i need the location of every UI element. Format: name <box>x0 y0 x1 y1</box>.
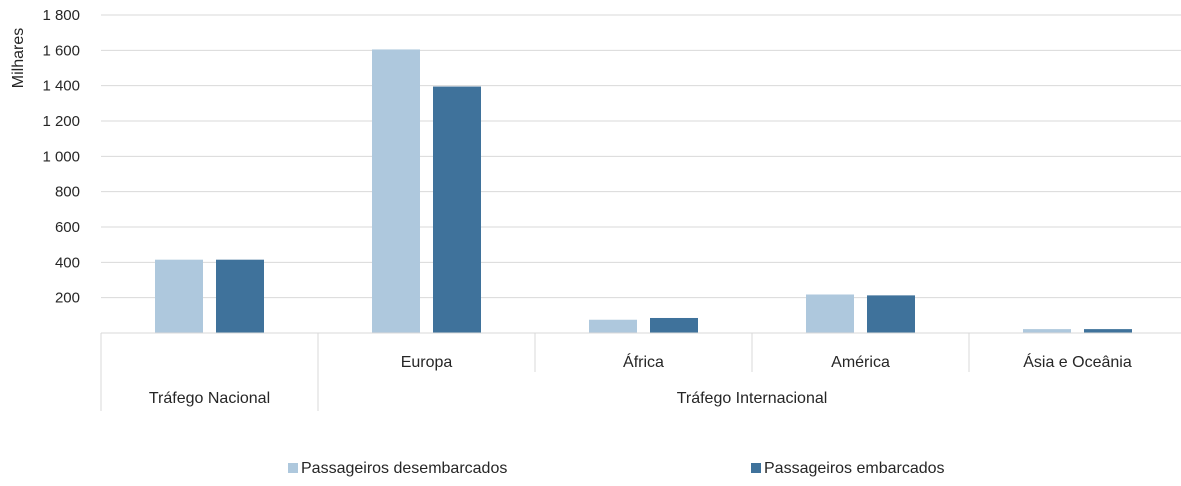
y-tick-label: 1 000 <box>42 148 80 165</box>
y-tick-label: 200 <box>55 290 80 307</box>
bar-embarcados <box>216 259 264 333</box>
x-category-label: Ásia e Oceânia <box>1023 352 1132 371</box>
x-group-label: Tráfego Nacional <box>149 390 270 407</box>
bar-desembarcados <box>1023 329 1071 333</box>
y-tick-label: 400 <box>55 254 80 271</box>
x-category-label: América <box>831 354 890 371</box>
y-tick-label: 600 <box>55 219 80 236</box>
legend-label: Passageiros embarcados <box>764 460 945 477</box>
y-tick-label: 1 200 <box>42 113 80 130</box>
y-axis-title: Milhares <box>10 28 27 88</box>
bar-embarcados <box>650 317 698 333</box>
legend-swatch <box>288 463 298 473</box>
y-tick-label: 800 <box>55 184 80 201</box>
x-category-label: África <box>623 352 664 371</box>
x-group-label: Tráfego Internacional <box>677 390 828 407</box>
bar-desembarcados <box>155 259 203 333</box>
bar-desembarcados <box>806 294 854 333</box>
bar-desembarcados <box>372 49 420 333</box>
y-tick-label: 1 600 <box>42 42 80 59</box>
y-tick-label: 1 800 <box>42 7 80 24</box>
legend-swatch <box>751 463 761 473</box>
bar-desembarcados <box>589 319 637 333</box>
legend-label: Passageiros desembarcados <box>301 460 507 477</box>
bar-embarcados <box>867 295 915 333</box>
x-category-label: Europa <box>401 354 453 371</box>
bar-embarcados <box>433 86 481 333</box>
bar-embarcados <box>1084 329 1132 333</box>
y-tick-label: 1 400 <box>42 78 80 95</box>
